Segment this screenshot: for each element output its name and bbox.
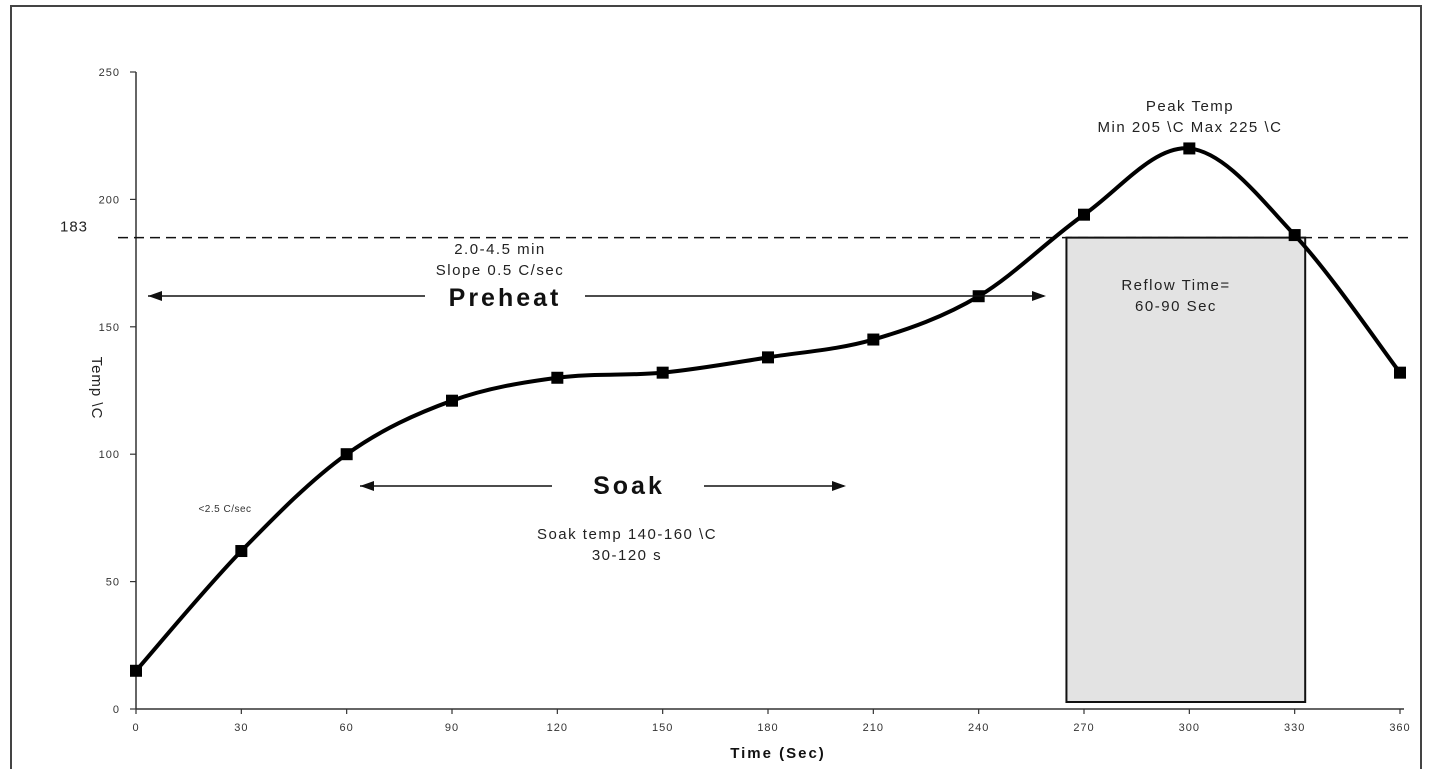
x-tick-label: 300 xyxy=(1179,722,1200,734)
data-point-marker xyxy=(235,545,248,558)
data-point-marker xyxy=(130,664,142,677)
ramp-rate-label: <2.5 C/sec xyxy=(198,504,251,515)
x-tick-label: 150 xyxy=(652,722,673,734)
x-tick-label: 60 xyxy=(340,722,354,734)
soak-temp: Soak temp 140-160 \C xyxy=(537,526,717,543)
reference-line-label: 183 xyxy=(60,219,88,236)
soak-time: 30-120 s xyxy=(592,547,662,564)
data-point-marker xyxy=(762,351,774,364)
x-tick-label: 240 xyxy=(968,722,989,734)
preheat-label: Preheat xyxy=(449,284,562,312)
soak-arrow-head-right xyxy=(832,481,846,491)
peak-temp-title: Peak Temp xyxy=(1146,98,1234,115)
x-tick-label: 360 xyxy=(1389,722,1410,734)
reflow-time-line1: Reflow Time= xyxy=(1121,277,1230,294)
y-axis-title: Temp \C xyxy=(88,357,105,420)
x-tick-label: 210 xyxy=(863,722,884,734)
reflow-time-box xyxy=(1065,236,1307,703)
data-point-marker xyxy=(340,448,353,461)
preheat-arrow-head-left xyxy=(148,291,162,301)
data-point-marker xyxy=(1288,229,1301,242)
x-tick-label: 120 xyxy=(547,722,568,734)
y-tick-label: 250 xyxy=(99,67,120,79)
x-axis-title: Time (Sec) xyxy=(730,745,826,762)
preheat-arrow-head-right xyxy=(1032,291,1046,301)
y-tick-label: 0 xyxy=(113,704,120,716)
data-point-marker xyxy=(551,371,564,384)
data-point-marker xyxy=(1183,142,1196,155)
peak-temp-range: Min 205 \C Max 225 \C xyxy=(1098,119,1283,136)
x-tick-label: 0 xyxy=(132,722,139,734)
x-tick-label: 30 xyxy=(234,722,248,734)
y-tick-label: 150 xyxy=(99,322,120,334)
x-tick-label: 90 xyxy=(445,722,459,734)
preheat-time: 2.0-4.5 min xyxy=(454,241,546,258)
soak-label: Soak xyxy=(593,472,665,500)
x-tick-label: 330 xyxy=(1284,722,1305,734)
data-point-marker xyxy=(867,333,880,346)
x-tick-label: 270 xyxy=(1073,722,1094,734)
reflow-time-line2: 60-90 Sec xyxy=(1135,298,1217,315)
y-tick-label: 200 xyxy=(99,194,120,206)
data-point-marker xyxy=(1394,366,1406,379)
data-point-marker xyxy=(1078,208,1090,221)
data-point-marker xyxy=(446,394,458,407)
chart-frame xyxy=(10,5,1422,769)
preheat-slope: Slope 0.5 C/sec xyxy=(436,262,564,279)
soak-arrow-head-left xyxy=(360,481,374,491)
y-tick-label: 50 xyxy=(106,577,120,589)
y-tick-label: 100 xyxy=(99,449,120,461)
data-point-marker xyxy=(656,366,669,379)
x-tick-label: 180 xyxy=(757,722,778,734)
